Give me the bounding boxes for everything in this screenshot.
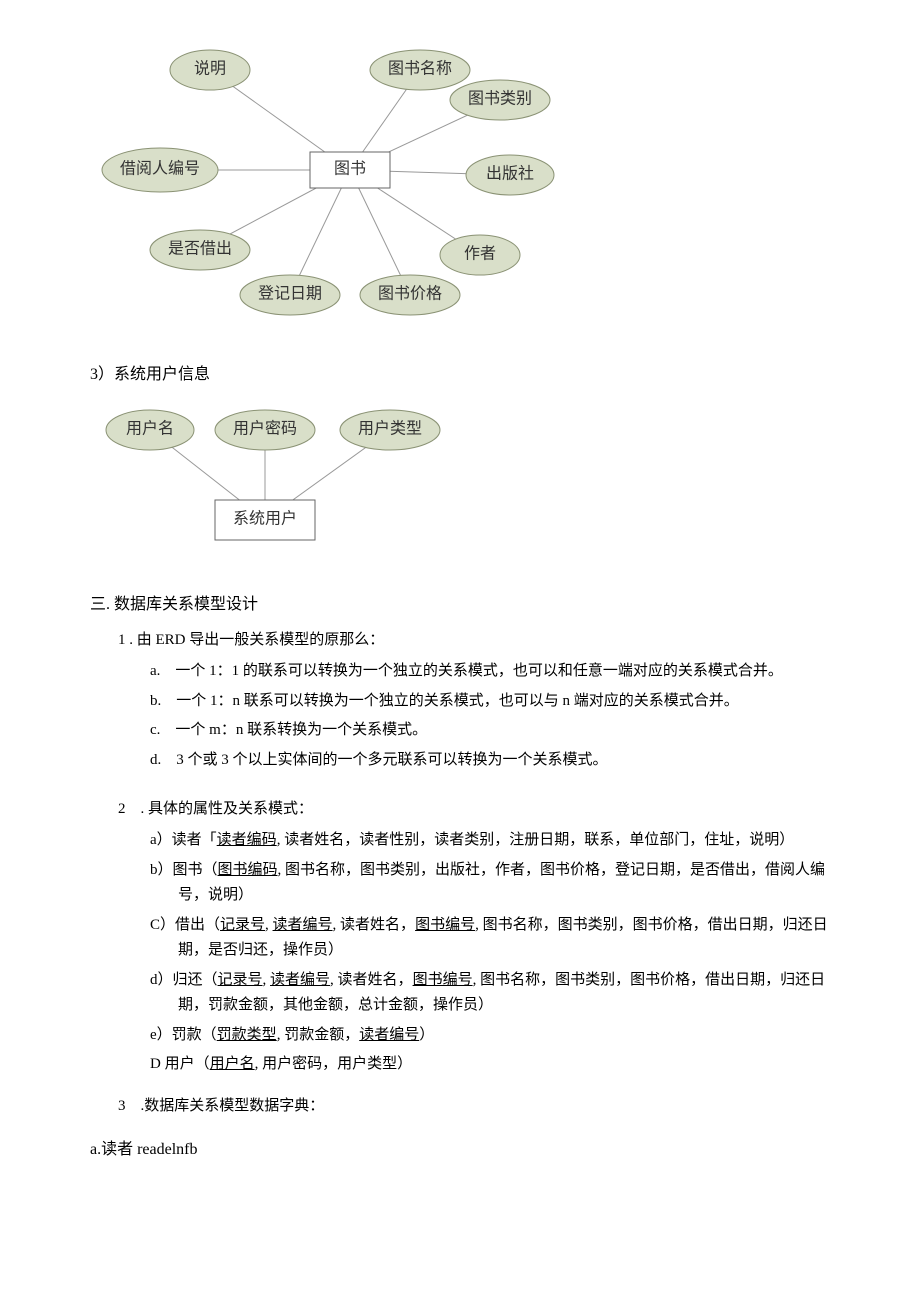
schema-d-m1: , xyxy=(263,972,271,988)
section-3-title: 3）系统用户信息 xyxy=(90,360,830,384)
svg-text:用户类型: 用户类型 xyxy=(358,420,422,438)
svg-text:出版社: 出版社 xyxy=(486,165,534,183)
schema-a-post: , 读者姓名，读者性别，读者类别，注册日期，联系，单位部门，住址，说明） xyxy=(277,832,795,848)
er-diagram-book: 说明 图书名称 图书类别 借阅人编号 出版社 是否借出 作者 登记日期 图书价格… xyxy=(90,40,830,330)
schema-c-k1: 记录号 xyxy=(220,917,265,933)
schema-a-pre: a）读者「 xyxy=(150,832,217,848)
schema-d-k1: 记录号 xyxy=(218,972,263,988)
schema-c-m1: , xyxy=(265,917,273,933)
schema-f-pre: D 用户（ xyxy=(150,1056,210,1072)
rules-title: 1 . 由 ERD 导出一般关系模型的原那么： xyxy=(118,628,830,649)
schema-d-pre: d）归还（ xyxy=(150,972,218,988)
svg-text:登记日期: 登记日期 xyxy=(258,285,322,303)
attr-yonghu-leixing: 用户类型 xyxy=(340,410,440,450)
rule-c: c. 一个 m：n 联系转换为一个关系模式。 xyxy=(150,718,830,744)
er-svg-book: 说明 图书名称 图书类别 借阅人编号 出版社 是否借出 作者 登记日期 图书价格… xyxy=(90,40,590,330)
attr-shuoming: 说明 xyxy=(170,50,250,90)
attr-yonghu-mima: 用户密码 xyxy=(215,410,315,450)
dict-a: a.读者 readelnfb xyxy=(90,1135,830,1159)
schema-e-post: ） xyxy=(419,1027,434,1043)
schema-e-m: , 罚款金额， xyxy=(277,1027,360,1043)
schema-c-k2: 读者编号 xyxy=(273,917,333,933)
attrs-title: 2 . 具体的属性及关系模式： xyxy=(118,797,830,818)
schema-e-k1: 罚款类型 xyxy=(217,1027,277,1043)
attr-tushu-mingcheng: 图书名称 xyxy=(370,50,470,90)
schema-b-key: 图书编码 xyxy=(218,862,278,878)
schema-f-post: , 用户密码，用户类型） xyxy=(255,1056,413,1072)
er-diagram-user: 用户名 用户密码 用户类型 系统用户 xyxy=(90,400,830,560)
schema-return: d）归还（记录号, 读者编号, 读者姓名，图书编号, 图书名称，图书类别，图书价… xyxy=(150,968,830,1019)
attr-zuozhe: 作者 xyxy=(440,235,520,275)
svg-text:系统用户: 系统用户 xyxy=(233,510,297,528)
schema-e-k2: 读者编号 xyxy=(359,1027,419,1043)
attr-chubanshe: 出版社 xyxy=(466,155,554,195)
attr-tushu-leibie: 图书类别 xyxy=(450,80,550,120)
schema-f-key: 用户名 xyxy=(210,1056,255,1072)
attr-shifou-jiechu: 是否借出 xyxy=(150,230,250,270)
attr-dengji-riqi: 登记日期 xyxy=(240,275,340,315)
schema-b-pre: b）图书（ xyxy=(150,862,218,878)
svg-text:图书名称: 图书名称 xyxy=(388,60,452,78)
schema-d-k3: 图书编号 xyxy=(413,972,473,988)
schema-c-pre: C）借出（ xyxy=(150,917,220,933)
rule-b: b. 一个 1：n 联系可以转换为一个独立的关系模式，也可以与 n 端对应的关系… xyxy=(150,689,830,715)
part3-heading: 三. 数据库关系模型设计 xyxy=(90,590,830,614)
schema-a-key: 读者编码 xyxy=(217,832,277,848)
entity-xitong-yonghu: 系统用户 xyxy=(215,500,315,540)
schema-e-pre: e）罚款（ xyxy=(150,1027,217,1043)
svg-text:借阅人编号: 借阅人编号 xyxy=(120,160,200,178)
schema-reader: a）读者「读者编码, 读者姓名，读者性别，读者类别，注册日期，联系，单位部门，住… xyxy=(150,828,830,854)
svg-text:作者: 作者 xyxy=(464,245,496,263)
schema-user: D 用户（用户名, 用户密码，用户类型） xyxy=(150,1052,830,1078)
svg-text:是否借出: 是否借出 xyxy=(168,240,232,258)
svg-text:图书价格: 图书价格 xyxy=(378,285,442,303)
svg-text:用户密码: 用户密码 xyxy=(233,420,297,438)
svg-text:图书: 图书 xyxy=(334,160,366,178)
schema-fine: e）罚款（罚款类型, 罚款金额，读者编号） xyxy=(150,1023,830,1049)
svg-text:图书类别: 图书类别 xyxy=(468,90,532,108)
attr-yonghuming: 用户名 xyxy=(106,410,194,450)
rule-d: d. 3 个或 3 个以上实体间的一个多元联系可以转换为一个关系模式。 xyxy=(150,748,830,774)
dict-title: 3 .数据库关系模型数据字典： xyxy=(118,1094,830,1115)
rule-a: a. 一个 1：1 的联系可以转换为一个独立的关系模式，也可以和任意一端对应的关… xyxy=(150,659,830,685)
entity-tushu: 图书 xyxy=(310,152,390,188)
schema-d-k2: 读者编号 xyxy=(270,972,330,988)
er-svg-user: 用户名 用户密码 用户类型 系统用户 xyxy=(90,400,460,560)
attr-tushu-jiage: 图书价格 xyxy=(360,275,460,315)
schema-c-k3: 图书编号 xyxy=(415,917,475,933)
schema-lend: C）借出（记录号, 读者编号, 读者姓名，图书编号, 图书名称，图书类别，图书价… xyxy=(150,913,830,964)
svg-text:用户名: 用户名 xyxy=(126,420,174,438)
schema-c-m2: , 读者姓名， xyxy=(333,917,416,933)
svg-text:说明: 说明 xyxy=(194,60,226,78)
schema-d-m2: , 读者姓名， xyxy=(330,972,413,988)
schema-book: b）图书（图书编码, 图书名称，图书类别，出版社，作者，图书价格，登记日期，是否… xyxy=(150,858,830,909)
attr-jieyueren-bianhao: 借阅人编号 xyxy=(102,148,218,192)
